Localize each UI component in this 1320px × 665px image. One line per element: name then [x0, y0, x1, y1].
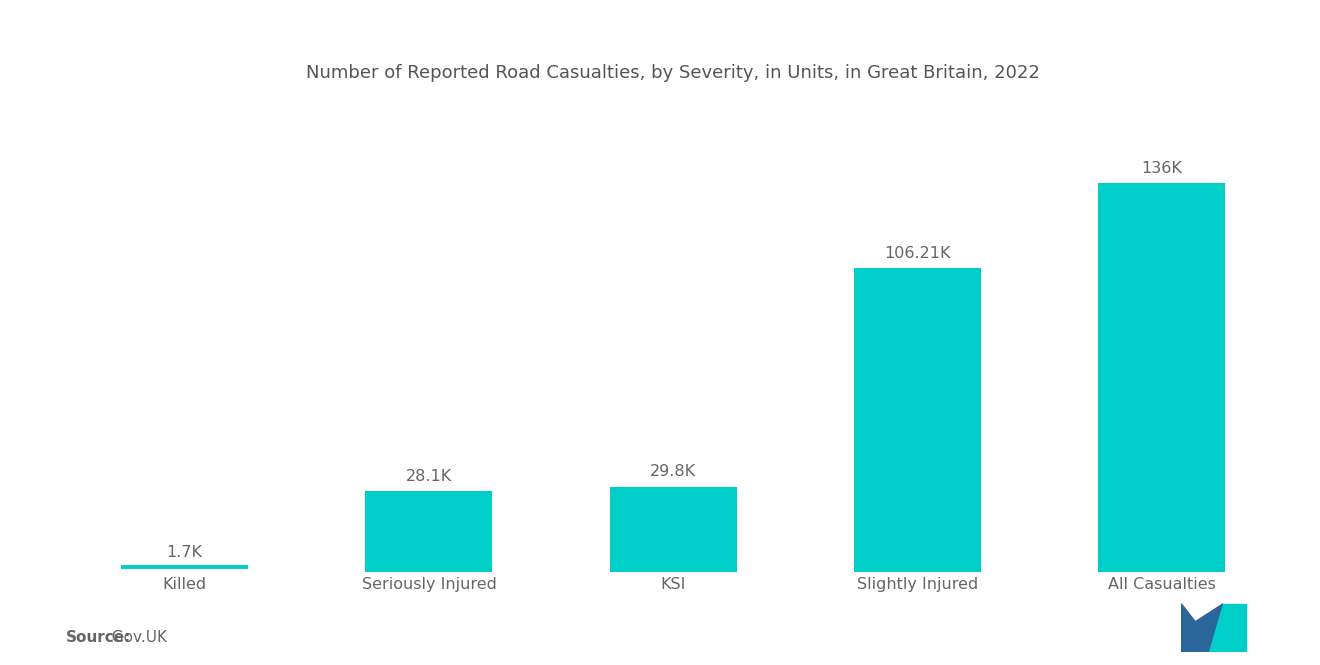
Bar — [854, 268, 981, 572]
Bar — [610, 487, 737, 572]
Text: Source:: Source: — [66, 630, 132, 645]
Text: Gov.UK: Gov.UK — [102, 630, 166, 645]
Bar — [1098, 183, 1225, 572]
Text: 28.1K: 28.1K — [405, 469, 451, 484]
Polygon shape — [1181, 604, 1222, 652]
Title: Number of Reported Road Casualties, by Severity, in Units, in Great Britain, 202: Number of Reported Road Casualties, by S… — [306, 64, 1040, 82]
Polygon shape — [1209, 604, 1246, 652]
Text: 136K: 136K — [1142, 160, 1183, 176]
Bar — [366, 491, 492, 572]
Text: 29.8K: 29.8K — [651, 464, 696, 479]
Text: 1.7K: 1.7K — [166, 545, 203, 560]
Text: 106.21K: 106.21K — [884, 246, 950, 261]
